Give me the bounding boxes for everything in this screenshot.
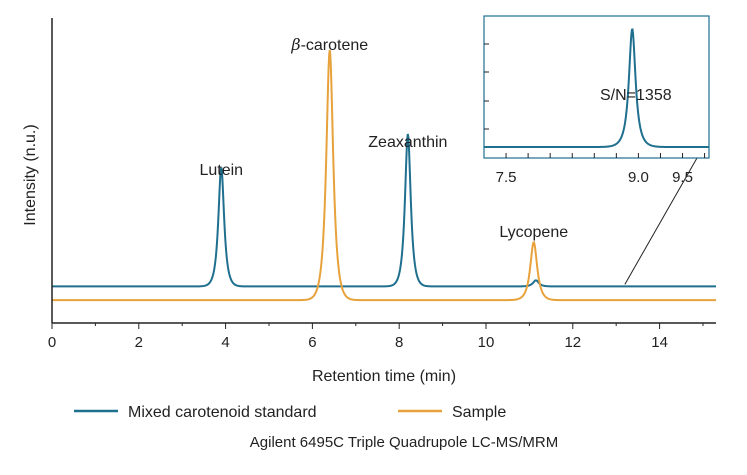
x-axis-title: Retention time (min) xyxy=(312,368,456,385)
inset-frame xyxy=(483,15,710,159)
peak-label: Lycopene xyxy=(499,224,568,241)
series-line-sample xyxy=(52,49,716,302)
inset-x-tick-label: 9.0 xyxy=(628,169,649,186)
x-tick-label: 12 xyxy=(564,334,581,351)
inset-pointer-line xyxy=(624,157,698,285)
peak-label: Zeaxanthin xyxy=(368,134,447,151)
legend-label-standard: Mixed carotenoid standard xyxy=(128,404,317,421)
series-line-standard xyxy=(52,133,716,288)
peak-label: β-carotene xyxy=(290,35,368,54)
x-tick-label: 6 xyxy=(308,334,316,351)
signal-to-noise-annotation: S/N=1358 xyxy=(600,87,672,104)
peak-label: Lutein xyxy=(199,162,243,179)
legend-label-sample: Sample xyxy=(452,404,506,421)
x-tick-label: 2 xyxy=(135,334,143,351)
x-tick-label: 4 xyxy=(221,334,229,351)
inset-plot: 7.5 9.0 9.5 S/N=1358 xyxy=(483,15,710,186)
main-plot-area: 0 2 4 6 8 10 12 14 Lutein β-carotene Zeaxanthin Lyc… xyxy=(48,18,716,351)
x-tick-label: 10 xyxy=(478,334,495,351)
x-tick-label: 0 xyxy=(48,334,56,351)
x-tick-label: 14 xyxy=(651,334,668,351)
inset-x-tick-label: 7.5 xyxy=(496,169,517,186)
inset-x-tick-label: 9.5 xyxy=(672,169,693,186)
legend: Mixed carotenoid standard Sample xyxy=(74,404,506,421)
x-tick-label: 8 xyxy=(395,334,403,351)
instrument-footer: Agilent 6495C Triple Quadrupole LC-MS/MR… xyxy=(250,434,558,451)
y-axis-title: Intensity (n.u.) xyxy=(22,124,39,225)
inset-peak-line xyxy=(484,28,709,148)
